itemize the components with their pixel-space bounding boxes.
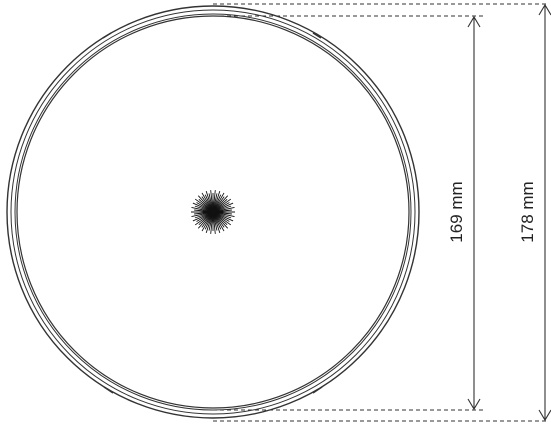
rim-notch-top-left: [102, 32, 112, 39]
center-hub: [191, 190, 235, 234]
inner-dimension: [467, 15, 481, 411]
rim-notches: [102, 32, 323, 394]
ring-outline: [6, 5, 420, 419]
outer-edge-circle: [6, 5, 420, 419]
inner-dimension-arrow-bottom: [467, 398, 481, 411]
outer-dimension-arrow-top: [538, 3, 551, 16]
rim-notch-bottom-right: [312, 386, 323, 394]
rim-notch-top-right: [312, 32, 322, 39]
inner-dimension-label: 169 mm: [447, 181, 466, 242]
outer-dimension-arrow-bottom: [538, 409, 551, 422]
hub-center-dot: [209, 208, 217, 216]
extension-lines: [213, 3, 549, 422]
rim-notch-bottom-left: [103, 386, 114, 394]
outer-dimension: [538, 3, 551, 422]
outer-rim-circle: [10, 9, 416, 415]
outer-dimension-label: 178 mm: [518, 181, 537, 242]
inner-dimension-arrow-top: [467, 15, 481, 28]
